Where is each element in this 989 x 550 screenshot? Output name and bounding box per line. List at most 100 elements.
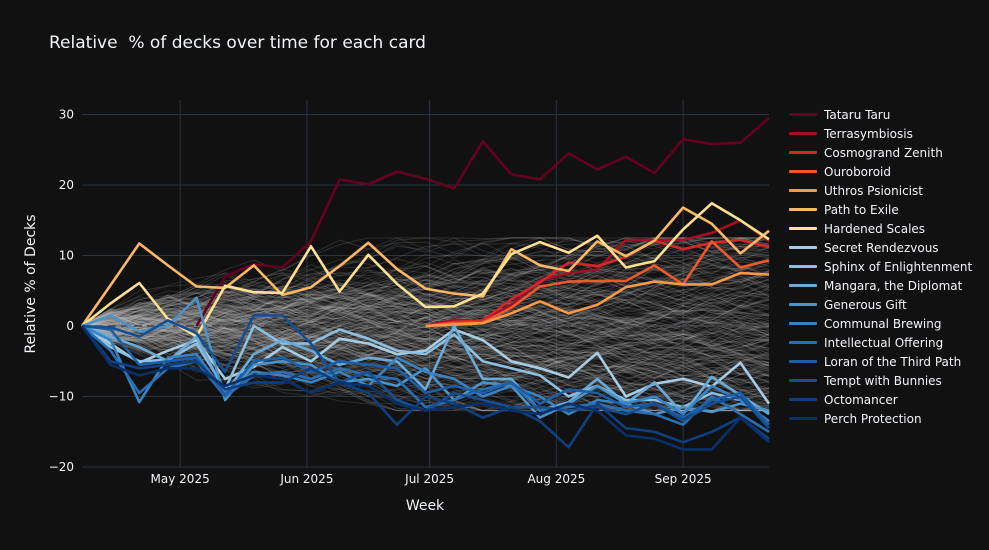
background-card-line	[81, 301, 770, 351]
background-card-line	[81, 262, 770, 336]
legend-swatch	[789, 151, 817, 154]
background-card-line	[81, 273, 770, 355]
legend-item[interactable]: Hardened Scales	[789, 219, 972, 238]
background-card-line	[81, 262, 770, 328]
y-tick-label: −20	[49, 460, 74, 474]
x-tick-label: Jun 2025	[279, 472, 333, 486]
legend-item[interactable]: Sphinx of Enlightenment	[789, 257, 972, 276]
background-card-line	[81, 268, 770, 327]
background-card-line	[81, 278, 770, 355]
background-card-line	[81, 244, 770, 327]
background-card-line	[81, 298, 770, 374]
legend-item[interactable]: Tataru Taru	[789, 105, 972, 124]
background-card-line	[81, 264, 770, 327]
background-card-line	[81, 316, 770, 357]
background-card-line	[81, 237, 770, 327]
legend-label: Uthros Psionicist	[824, 183, 923, 198]
legend-label: Secret Rendezvous	[824, 240, 939, 255]
series-line-communal-brewing[interactable]	[81, 324, 770, 423]
background-card-line	[81, 252, 770, 327]
background-card-line	[81, 292, 770, 352]
background-card-line	[81, 301, 770, 406]
background-card-line	[81, 324, 770, 388]
background-card-line	[81, 325, 770, 358]
background-card-line	[81, 267, 770, 327]
legend-item[interactable]: Mangara, the Diplomat	[789, 276, 972, 295]
background-card-line	[81, 237, 770, 333]
background-card-line	[81, 276, 770, 332]
legend-label: Generous Gift	[824, 297, 907, 312]
legend-label: Perch Protection	[824, 411, 922, 426]
background-card-line	[81, 269, 770, 327]
background-card-line	[81, 244, 770, 327]
legend-swatch	[789, 322, 817, 325]
background-card-line	[81, 237, 770, 327]
legend-item[interactable]: Ouroboroid	[789, 162, 972, 181]
background-card-line	[81, 273, 770, 327]
background-card-line	[81, 251, 770, 334]
background-card-line	[81, 308, 770, 336]
y-axis-title: Relative % of Decks	[23, 214, 39, 353]
legend-item[interactable]: Tempt with Bunnies	[789, 371, 972, 390]
legend-label: Sphinx of Enlightenment	[824, 259, 973, 274]
background-card-line	[81, 298, 770, 341]
background-card-line	[81, 292, 770, 406]
background-card-line	[81, 325, 770, 412]
y-tick-label: 10	[59, 249, 74, 263]
background-card-line	[81, 256, 770, 343]
background-card-line	[81, 284, 770, 327]
background-card-line	[81, 274, 770, 332]
background-card-line	[81, 324, 770, 367]
legend-item[interactable]: Secret Rendezvous	[789, 238, 972, 257]
background-card-line	[81, 289, 770, 329]
background-card-line	[81, 298, 770, 404]
series-lines[interactable]	[80, 117, 771, 451]
legend-item[interactable]: Uthros Psionicist	[789, 181, 972, 200]
legend-item[interactable]: Perch Protection	[789, 409, 972, 428]
legend-item[interactable]: Communal Brewing	[789, 314, 972, 333]
background-card-line	[81, 271, 770, 327]
legend-label: Octomancer	[824, 392, 898, 407]
background-card-line	[81, 288, 770, 412]
legend-item[interactable]: Loran of the Third Path	[789, 352, 972, 371]
legend-swatch	[789, 303, 817, 306]
background-card-line	[81, 325, 770, 402]
legend-item[interactable]: Generous Gift	[789, 295, 972, 314]
background-card-line	[81, 307, 770, 367]
legend-item[interactable]: Octomancer	[789, 390, 972, 409]
background-card-line	[81, 310, 769, 412]
series-line-uthros-psionicist[interactable]	[425, 271, 770, 328]
background-card-line	[81, 268, 770, 337]
background-card-line	[81, 310, 770, 364]
background-card-line	[81, 299, 770, 341]
series-line-tataru-taru[interactable]	[195, 117, 770, 327]
background-card-line	[81, 311, 770, 374]
legend-label: Cosmogrand Zenith	[824, 145, 943, 160]
legend-item[interactable]: Intellectual Offering	[789, 333, 972, 352]
series-line-octomancer[interactable]	[80, 325, 770, 449]
background-card-line	[81, 300, 770, 363]
background-card-line	[81, 285, 770, 342]
background-card-line	[81, 323, 770, 393]
legend-swatch	[789, 265, 817, 268]
legend-item[interactable]: Terrasymbiosis	[789, 124, 972, 143]
legend-label: Tempt with Bunnies	[824, 373, 942, 388]
background-card-line	[81, 322, 770, 412]
legend-swatch	[789, 189, 817, 192]
background-card-line	[81, 290, 770, 336]
series-line-sphinx-of-enlightenment[interactable]	[81, 324, 770, 414]
series-line-mangara-the-diplomat[interactable]	[81, 324, 770, 416]
legend-item[interactable]: Cosmogrand Zenith	[789, 143, 972, 162]
background-card-line	[81, 304, 770, 367]
background-card-line	[81, 289, 770, 341]
background-card-line	[81, 308, 770, 412]
series-line-path-to-exile[interactable]	[80, 206, 770, 327]
chart-title: Relative % of decks over time for each c…	[49, 33, 426, 53]
background-card-line	[81, 308, 770, 358]
y-tick-label: −10	[49, 390, 74, 404]
background-card-line	[81, 314, 770, 379]
x-tick-label: Jul 2025	[404, 472, 454, 486]
background-card-line	[81, 254, 770, 331]
legend-item[interactable]: Path to Exile	[789, 200, 972, 219]
series-line-perch-protection[interactable]	[80, 325, 770, 451]
